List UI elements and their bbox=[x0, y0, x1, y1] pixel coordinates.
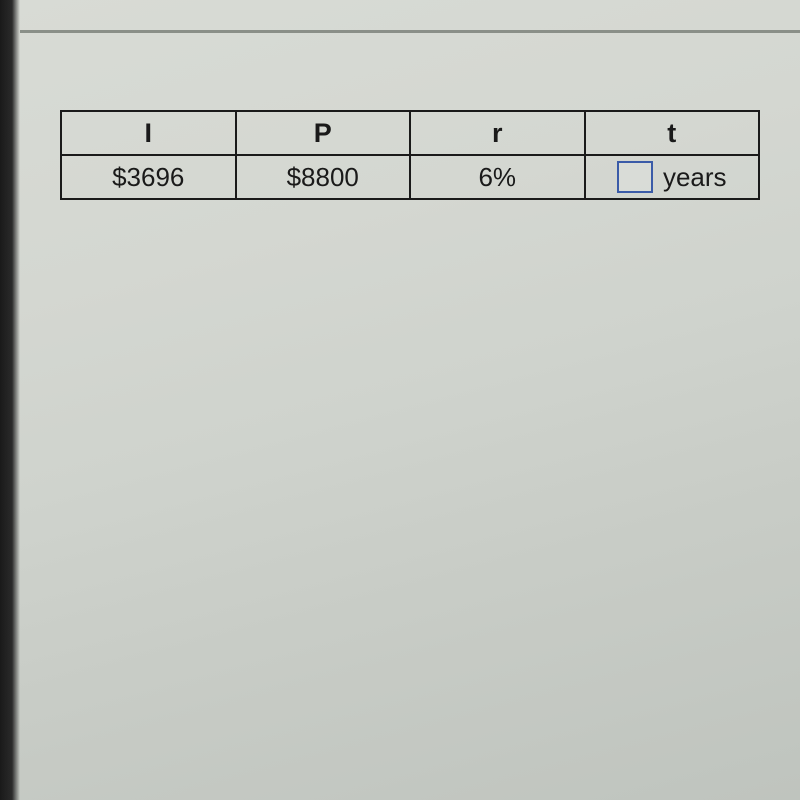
header-P: P bbox=[236, 111, 411, 155]
time-unit-label: years bbox=[663, 162, 727, 193]
interest-table: I P r t $3696 $8800 6% years bbox=[60, 110, 760, 200]
cell-I: $3696 bbox=[61, 155, 236, 199]
table-row: $3696 $8800 6% years bbox=[61, 155, 759, 199]
screen-left-edge bbox=[0, 0, 20, 800]
header-I: I bbox=[61, 111, 236, 155]
data-table: I P r t $3696 $8800 6% years bbox=[60, 110, 760, 200]
cell-P: $8800 bbox=[236, 155, 411, 199]
top-divider-line bbox=[20, 30, 800, 33]
cell-r: 6% bbox=[410, 155, 585, 199]
table-header-row: I P r t bbox=[61, 111, 759, 155]
header-r: r bbox=[410, 111, 585, 155]
header-t: t bbox=[585, 111, 760, 155]
cell-t: years bbox=[585, 155, 760, 199]
time-input[interactable] bbox=[617, 161, 653, 193]
